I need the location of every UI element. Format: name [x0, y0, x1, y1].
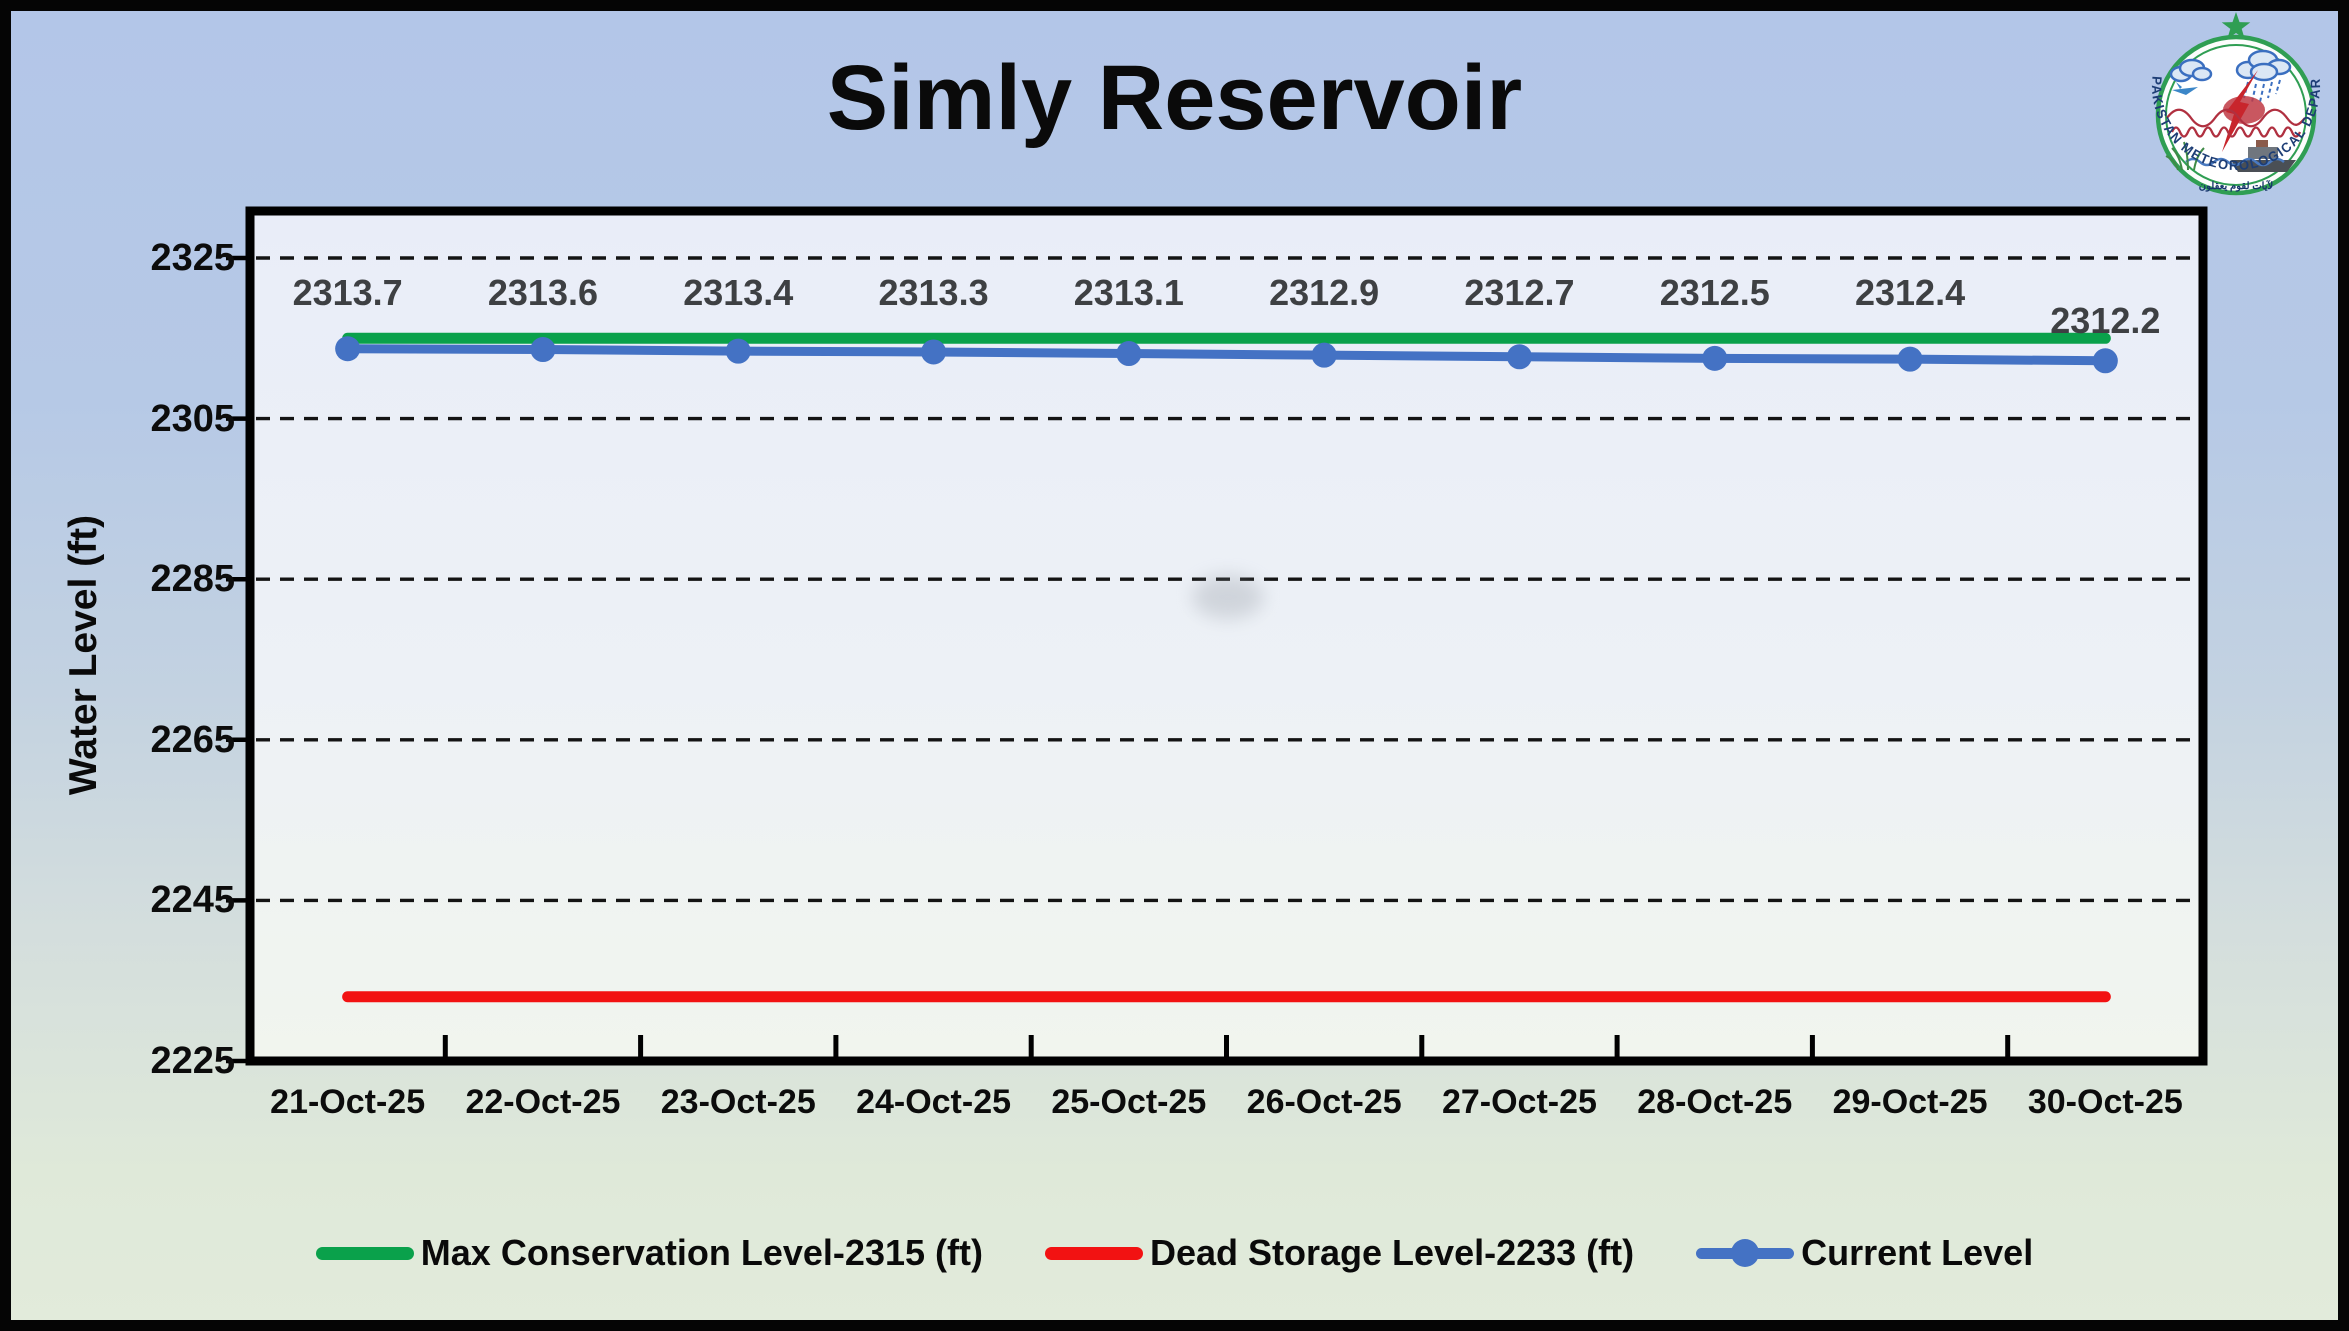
data-label: 2312.5 — [1659, 272, 1770, 313]
data-label: 2312.7 — [1464, 272, 1575, 313]
logo-motto: لآيات لقوم يعقلون — [2199, 180, 2273, 192]
legend-label: Dead Storage Level-2233 (ft) — [1149, 1232, 1635, 1273]
x-tick-label: 22-Oct-25 — [465, 1083, 621, 1121]
x-tick-label: 30-Oct-25 — [2027, 1083, 2183, 1121]
x-tick-label: 28-Oct-25 — [1637, 1083, 1793, 1121]
data-label: 2313.7 — [292, 272, 403, 313]
data-label: 2312.9 — [1269, 272, 1380, 313]
y-tick-label: 2265 — [150, 718, 235, 761]
x-tick-label: 25-Oct-25 — [1051, 1083, 1207, 1121]
pmd-logo: لآيات لقوم يعقلون PAKISTAN METEOROLOGICA… — [2130, 0, 2322, 196]
x-tick-label: 29-Oct-25 — [1832, 1083, 1988, 1121]
green-line-swatch — [315, 1246, 414, 1260]
lightning-icon — [2222, 70, 2258, 152]
data-label: 2312.2 — [2050, 300, 2161, 341]
chart-legend: Max Conservation Level-2315 (ft) Dead St… — [0, 1232, 2349, 1274]
x-tick-label: 27-Oct-25 — [1441, 1083, 1597, 1121]
data-label: 2313.6 — [487, 272, 598, 313]
grass-icon — [2165, 141, 2205, 171]
data-label: 2313.3 — [878, 272, 989, 313]
legend-item-max-conservation: Max Conservation Level-2315 (ft) — [315, 1232, 983, 1274]
legend-item-current-level: Current Level — [1696, 1232, 2033, 1274]
red-line-swatch — [1044, 1246, 1143, 1260]
x-tick-label: 23-Oct-25 — [660, 1083, 816, 1121]
legend-label: Max Conservation Level-2315 (ft) — [420, 1232, 983, 1273]
wave-lines — [2166, 108, 2306, 138]
data-label: 2313.4 — [683, 272, 794, 313]
y-tick-label: 2285 — [150, 558, 235, 601]
star-icon — [2221, 12, 2251, 40]
y-tick-label: 2245 — [150, 879, 235, 922]
x-tick-label: 26-Oct-25 — [1246, 1083, 1402, 1121]
data-label: 2313.1 — [1073, 272, 1184, 313]
legend-item-dead-storage: Dead Storage Level-2233 (ft) — [1044, 1232, 1635, 1274]
water-line — [2185, 157, 2285, 167]
x-tick-label: 24-Oct-25 — [856, 1083, 1012, 1121]
y-tick-label: 2305 — [150, 397, 235, 440]
data-label: 2312.4 — [1854, 272, 1966, 313]
legend-label: Current Level — [1801, 1232, 2034, 1273]
cloud-icon — [2169, 49, 2292, 83]
blue-marker-dot — [1731, 1239, 1760, 1267]
airplane-icon — [2172, 82, 2198, 95]
x-tick-label: 21-Oct-25 — [270, 1083, 426, 1121]
chart-title: Simly Reservoir — [826, 47, 1523, 149]
y-tick-label: 2225 — [150, 1040, 235, 1082]
blue-line-swatch — [1696, 1239, 1795, 1267]
y-tick-label: 2325 — [150, 237, 235, 279]
